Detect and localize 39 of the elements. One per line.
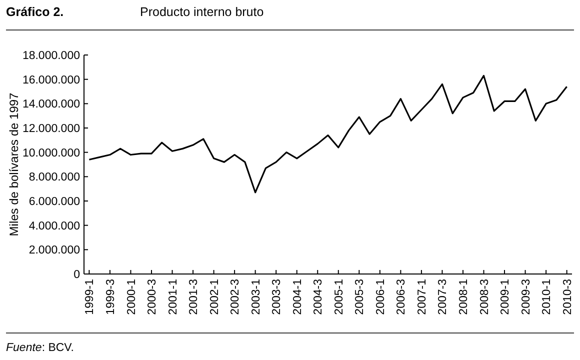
x-tick-label: 2006-3: [396, 279, 408, 315]
text: Fuente: BCV.: [6, 342, 74, 354]
x-tick-label: 2009-3: [520, 279, 532, 315]
chart-title: Gráfico 2.: [6, 5, 64, 19]
y-tick-label: 18.000.000: [22, 50, 80, 62]
y-tick-label: 6.000.000: [28, 196, 80, 208]
x-tick-label: 2008-1: [458, 279, 470, 315]
x-tick-label: 2002-1: [208, 279, 221, 315]
x-tick-label: 2006-1: [374, 279, 387, 315]
y-axis-title: Miles de bolívares de 1997: [7, 92, 21, 236]
y-tick-label: 0: [74, 269, 80, 282]
y-tick-label: 8.000.000: [28, 172, 80, 184]
x-tick-label: 1999-3: [104, 279, 117, 315]
y-tick-label: 2.000.000: [28, 244, 80, 257]
x-tick-label: 2010-3: [562, 279, 574, 315]
y-tick-label: 4.000.000: [28, 220, 80, 232]
x-tick-label: 2001-3: [188, 279, 200, 315]
x-tick-label: 2008-3: [478, 279, 491, 315]
y-tick-label: 14.000.000: [22, 98, 80, 111]
x-tick-label: 2010-1: [541, 279, 554, 315]
x-tick-label: 2001-1: [167, 279, 180, 315]
y-tick-label: 10.000.000: [22, 147, 80, 160]
line-series: [88, 74, 568, 194]
x-tick-label: 1999-1: [84, 279, 96, 315]
x-tick-label: 2007-1: [416, 279, 428, 315]
chart-subtitle: Producto interno bruto: [140, 5, 264, 19]
x-tick-label: 2005-3: [354, 279, 366, 315]
x-tick-label: 2003-3: [271, 279, 284, 315]
x-tick-label: 2004-3: [312, 279, 325, 315]
x-tick-label: 2003-1: [250, 279, 262, 315]
x-tick-label: 2000-3: [146, 279, 159, 315]
x-tick-label: 2005-1: [333, 279, 346, 315]
x-tick-label: 2009-1: [500, 279, 512, 315]
x-tick-label: 2007-3: [437, 279, 450, 315]
x-tick-label: 2002-3: [230, 279, 242, 315]
y-tick-label: 12.000.000: [22, 123, 80, 136]
y-tick-label: 16.000.000: [22, 74, 80, 86]
x-tick-label: 2000-1: [126, 279, 138, 315]
x-tick-label: 2004-1: [292, 279, 304, 315]
